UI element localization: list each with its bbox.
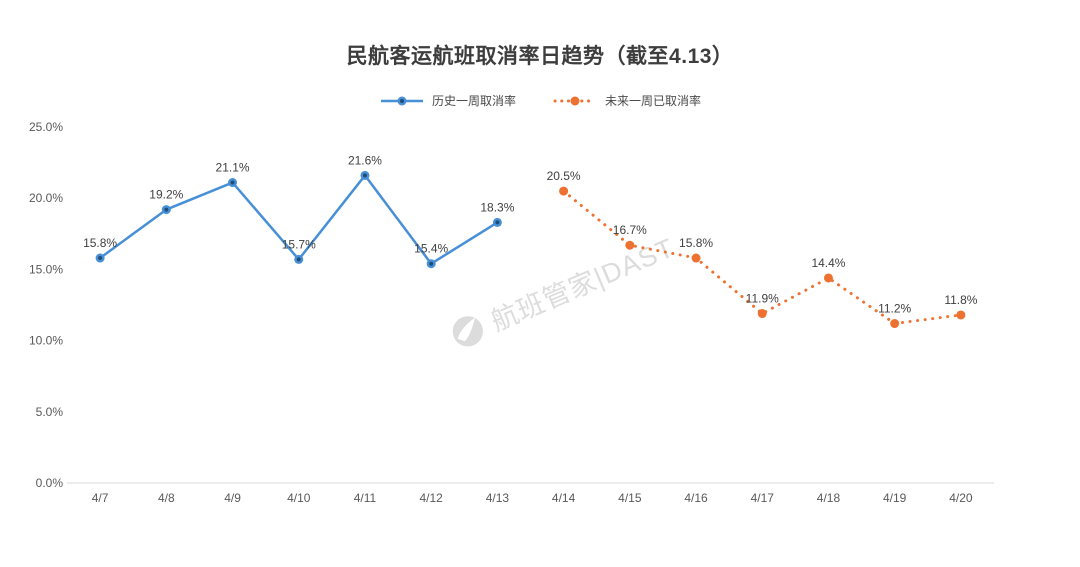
x-axis-tick-label: 4/8 <box>158 491 175 505</box>
data-point-label: 21.6% <box>348 153 382 167</box>
legend-dotted-line-icon <box>553 96 597 105</box>
data-point-marker <box>228 178 238 188</box>
data-point-marker-core <box>362 173 367 178</box>
data-point-label: 11.9% <box>746 292 779 306</box>
data-point-marker <box>890 319 900 329</box>
data-point-marker-core <box>296 257 301 262</box>
y-axis-tick-label: 10.0% <box>29 334 63 348</box>
data-point-label: 15.7% <box>282 237 316 251</box>
legend-item-history[interactable]: 历史一周取消率 <box>379 92 516 109</box>
watermark-logo-icon <box>452 315 483 346</box>
x-axis-tick-label: 4/9 <box>224 491 241 505</box>
x-axis-tick-label: 4/16 <box>684 491 708 505</box>
data-point-label: 15.4% <box>414 242 448 256</box>
data-point-marker <box>559 186 569 196</box>
x-axis-tick-label: 4/14 <box>552 491 576 505</box>
data-point-label: 19.2% <box>149 188 183 202</box>
data-point-marker <box>625 240 635 250</box>
series-line-future <box>562 189 963 326</box>
data-point-marker <box>691 253 701 263</box>
x-axis-tick-label: 4/15 <box>618 491 642 505</box>
data-point-label: 20.5% <box>547 169 581 183</box>
x-axis-tick-label: 4/13 <box>486 491 510 505</box>
data-point-marker <box>360 170 370 180</box>
data-point-marker-core <box>429 261 434 266</box>
legend-item-future[interactable]: 未来一周已取消率 <box>552 92 701 109</box>
watermark-text: 航班管家|DAST <box>486 232 679 337</box>
data-point-marker <box>95 253 105 263</box>
legend: 历史一周取消率 未来一周已取消率 <box>0 92 1080 109</box>
watermark: 航班管家|DAST <box>444 226 679 355</box>
data-point-marker <box>161 205 171 215</box>
data-point-marker <box>956 310 966 320</box>
x-axis-tick-label: 4/7 <box>92 491 109 505</box>
data-point-label: 18.3% <box>480 200 514 214</box>
data-point-marker <box>426 259 436 269</box>
x-axis-tick-label: 4/17 <box>751 491 775 505</box>
data-point-label: 11.8% <box>944 293 977 307</box>
data-point-marker <box>492 217 502 227</box>
series-line-history <box>99 174 499 265</box>
data-point-marker-core <box>230 180 235 185</box>
legend-label-future: 未来一周已取消率 <box>605 94 702 108</box>
x-axis-tick-label: 4/12 <box>419 491 443 505</box>
x-axis-tick-label: 4/10 <box>287 491 311 505</box>
y-axis-tick-label: 5.0% <box>36 405 64 419</box>
data-point-label: 21.1% <box>216 161 250 175</box>
data-point-marker-core <box>98 256 103 261</box>
data-point-label: 11.2% <box>878 302 911 316</box>
y-axis-tick-label: 20.0% <box>29 191 63 205</box>
x-axis-tick-label: 4/19 <box>883 491 907 505</box>
data-point-label: 15.8% <box>679 236 713 250</box>
y-axis-tick-label: 15.0% <box>29 262 63 276</box>
data-point-marker-core <box>164 207 169 212</box>
data-point-marker <box>294 254 304 264</box>
data-point-label: 14.4% <box>811 256 845 270</box>
chart-title: 民航客运航班取消率日趋势（截至4.13） <box>346 45 734 68</box>
data-point-marker <box>823 273 833 283</box>
x-axis-tick-label: 4/18 <box>817 491 841 505</box>
data-point-marker-core <box>495 220 500 225</box>
data-point-label: 16.7% <box>613 223 647 237</box>
x-axis-tick-label: 4/20 <box>949 491 973 505</box>
x-axis-tick-label: 4/11 <box>354 491 377 505</box>
data-point-label: 15.8% <box>83 236 117 250</box>
legend-solid-line-icon <box>380 96 423 105</box>
legend-label-history: 历史一周取消率 <box>431 94 516 108</box>
y-axis-tick-label: 0.0% <box>36 476 64 490</box>
data-point-marker <box>757 309 767 319</box>
y-axis-tick-label: 25.0% <box>29 120 63 134</box>
